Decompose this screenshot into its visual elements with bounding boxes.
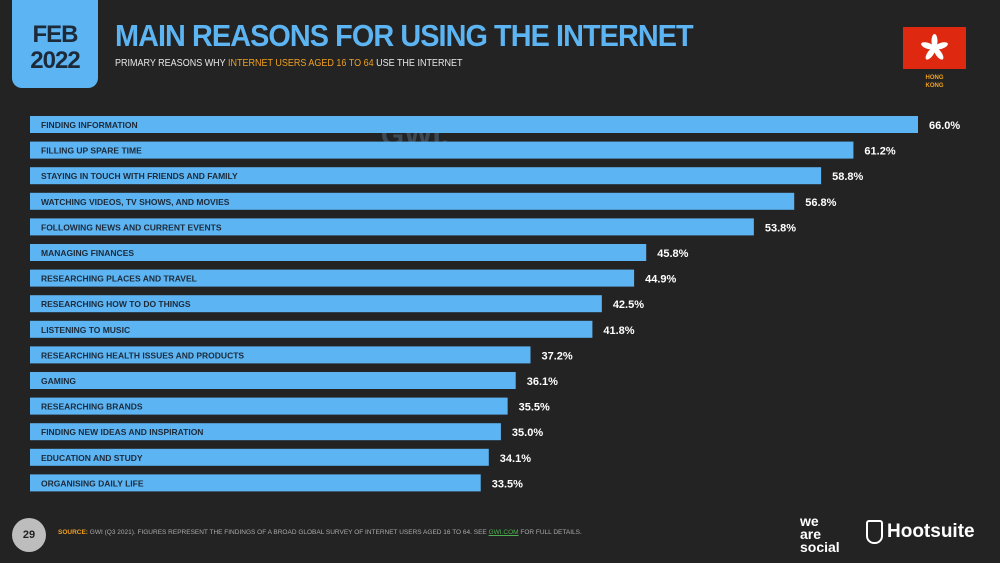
source-text: GWI (Q3 2021). FIGURES REPRESENT THE FIN… xyxy=(87,529,489,536)
value-label: 37.2% xyxy=(542,350,573,362)
category-label: ORGANISING DAILY LIFE xyxy=(41,478,144,488)
category-label: GAMING xyxy=(41,376,76,386)
value-label: 61.2% xyxy=(864,146,895,158)
value-label: 41.8% xyxy=(603,325,634,337)
bar xyxy=(30,320,593,338)
subtitle: PRIMARY REASONS WHY INTERNET USERS AGED … xyxy=(115,58,462,69)
category-label: RESEARCHING PLACES AND TRAVEL xyxy=(41,274,197,284)
country-line1: HONG xyxy=(925,75,944,81)
value-label: 56.8% xyxy=(805,197,836,209)
bar xyxy=(30,141,854,159)
bar xyxy=(30,448,489,466)
value-label: 35.5% xyxy=(519,402,550,414)
bar xyxy=(30,346,531,364)
subtitle-post: USE THE INTERNET xyxy=(373,58,463,69)
page-number: 29 xyxy=(12,518,46,552)
category-label: RESEARCHING BRANDS xyxy=(41,402,143,412)
value-label: 34.1% xyxy=(500,453,531,465)
value-label: 66.0% xyxy=(929,120,960,132)
category-label: FOLLOWING NEWS AND CURRENT EVENTS xyxy=(41,222,222,232)
bar xyxy=(30,116,918,133)
value-label: 36.1% xyxy=(527,376,558,388)
month: FEB xyxy=(32,21,79,48)
subtitle-highlight: INTERNET USERS AGED 16 TO 64 xyxy=(228,58,374,69)
value-label: 45.8% xyxy=(657,248,688,260)
category-label: LISTENING TO MUSIC xyxy=(41,325,130,335)
category-label: EDUCATION AND STUDY xyxy=(41,453,143,463)
value-label: 35.0% xyxy=(512,427,543,439)
source-note: SOURCE: GWI (Q3 2021). FIGURES REPRESENT… xyxy=(58,529,582,536)
page-title: MAIN REASONS FOR USING THE INTERNET xyxy=(115,18,694,53)
value-label: 44.9% xyxy=(645,274,676,286)
year: 2022 xyxy=(30,47,80,74)
category-label: RESEARCHING HEALTH ISSUES AND PRODUCTS xyxy=(41,350,244,360)
bar xyxy=(30,474,481,492)
category-label: FINDING NEW IDEAS AND INSPIRATION xyxy=(41,427,203,437)
bar xyxy=(30,192,795,210)
bar xyxy=(30,295,602,313)
bar xyxy=(30,397,508,415)
bar xyxy=(30,244,647,261)
category-label: WATCHING VIDEOS, TV SHOWS, AND MOVIES xyxy=(41,197,230,207)
subtitle-pre: PRIMARY REASONS WHY xyxy=(115,58,229,69)
source-label: SOURCE: xyxy=(58,529,88,536)
value-label: 53.8% xyxy=(765,222,796,234)
source-link[interactable]: GWI.COM xyxy=(488,529,519,536)
we-are-social-logo: we are social xyxy=(800,513,840,555)
source-end: FOR FULL DETAILS. xyxy=(518,529,582,536)
country-label: HONG KONG xyxy=(903,74,966,90)
bar xyxy=(30,372,516,389)
category-label: FINDING INFORMATION xyxy=(41,120,138,130)
bar xyxy=(30,167,822,185)
hong-kong-flag-icon xyxy=(903,27,966,69)
bar xyxy=(30,218,754,236)
category-label: RESEARCHING HOW TO DO THINGS xyxy=(41,299,191,309)
bar xyxy=(30,269,635,287)
value-label: 42.5% xyxy=(613,299,644,311)
country-line2: KONG xyxy=(925,83,944,89)
value-label: 58.8% xyxy=(832,171,863,183)
value-label: 33.5% xyxy=(492,478,523,490)
date-badge: FEB 2022 xyxy=(12,0,98,88)
hootsuite-logo: Hootsuite xyxy=(866,520,975,544)
owl-icon xyxy=(866,520,883,544)
category-label: STAYING IN TOUCH WITH FRIENDS AND FAMILY xyxy=(41,171,238,181)
category-label: MANAGING FINANCES xyxy=(41,248,134,258)
bar xyxy=(30,423,501,441)
category-label: FILLING UP SPARE TIME xyxy=(41,146,142,156)
